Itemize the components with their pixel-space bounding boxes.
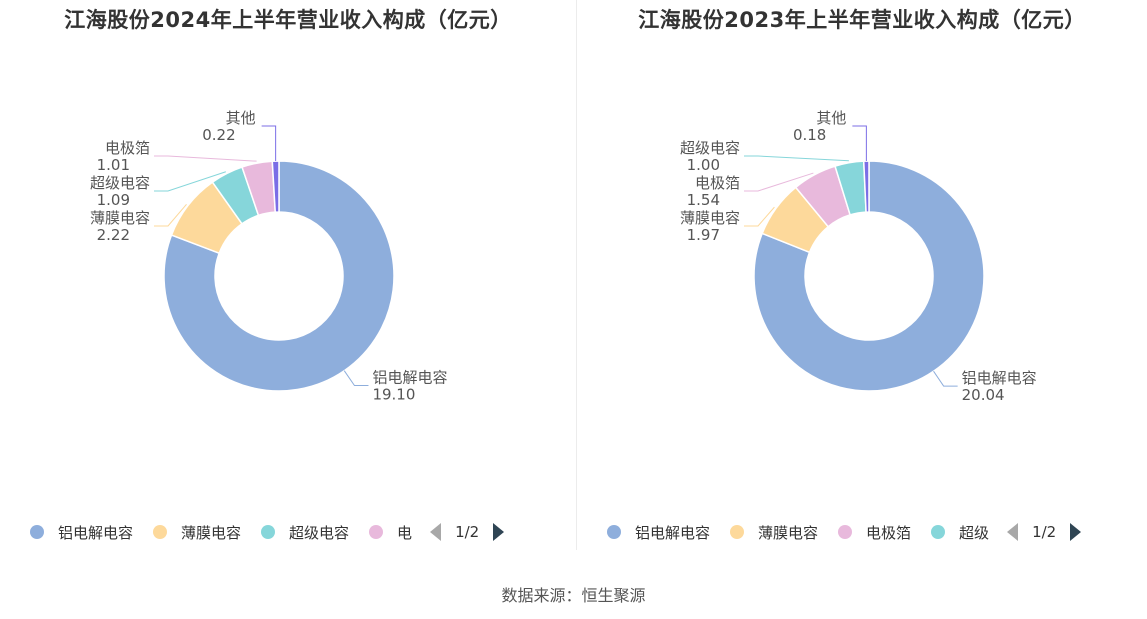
legend-dot — [369, 525, 384, 539]
label-leader-line — [852, 125, 867, 162]
donut-slice[interactable] — [271, 160, 280, 213]
data-source-note: 数据来源：恒生聚源 — [501, 586, 646, 605]
slice-category-label: 铝电解电容 — [372, 369, 447, 387]
legend-dot — [261, 525, 276, 539]
label-leader-line — [343, 370, 369, 387]
legend-item[interactable]: 铝电解电容 — [607, 522, 710, 543]
slice-category-label: 电极箔 — [695, 174, 740, 192]
chart-title: 江海股份2023年上半年营业收入构成（亿元） — [638, 8, 1086, 32]
slice-value-label: 1.00 — [687, 156, 720, 174]
legend-page-indicator: 1/2 — [1032, 523, 1057, 541]
legend-dot — [931, 525, 946, 539]
chart-panel-2024: 江海股份2024年上半年营业收入构成（亿元） 铝电解电容 19.10 薄膜电容 2.2… — [0, 0, 576, 550]
slice-value-label: 0.22 — [202, 126, 235, 144]
legend-pager: 1/2 — [1007, 523, 1082, 541]
label-leader-line — [744, 155, 849, 162]
slice-category-label: 其他 — [816, 109, 846, 127]
chart-panel-2023: 江海股份2023年上半年营业收入构成（亿元） 铝电解电容 20.04 薄膜电容 1.9… — [577, 0, 1147, 550]
legend-item[interactable]: 电 — [369, 522, 412, 543]
label-leader-line — [154, 204, 187, 227]
legend-label: 电极箔 — [866, 523, 912, 542]
slice-category-label: 其他 — [226, 109, 256, 127]
slice-value-label: 20.04 — [962, 386, 1005, 404]
prev-page-arrow-icon[interactable] — [430, 523, 442, 541]
legend-dot — [30, 525, 44, 539]
legend-label: 薄膜电容 — [758, 523, 819, 542]
legend: 铝电解电容 薄膜电容 电极箔 超级 1/2 — [607, 518, 1082, 546]
donut-slice[interactable] — [862, 160, 870, 213]
donut-slice[interactable] — [163, 160, 395, 392]
legend-dot — [838, 525, 853, 539]
legend-item[interactable]: 薄膜电容 — [730, 522, 818, 543]
legend-label: 超级 — [959, 523, 990, 542]
label-leader-line — [154, 155, 257, 162]
label-leader-line — [933, 370, 958, 387]
slice-category-label: 超级电容 — [90, 174, 150, 192]
slice-category-label: 电极箔 — [105, 139, 150, 157]
slice-value-label: 1.97 — [687, 226, 720, 244]
next-page-arrow-icon[interactable] — [1070, 523, 1082, 541]
slice-category-label: 薄膜电容 — [680, 209, 740, 227]
slice-category-label: 超级电容 — [680, 139, 740, 157]
legend-dot — [607, 525, 621, 539]
chart-title: 江海股份2024年上半年营业收入构成（亿元） — [64, 8, 512, 32]
legend-label: 薄膜电容 — [181, 523, 242, 542]
donut-slice[interactable] — [753, 160, 985, 392]
legend-label: 超级电容 — [289, 523, 350, 542]
slice-value-label: 1.54 — [687, 191, 720, 209]
label-leader-line — [744, 206, 775, 227]
legend-label: 铝电解电容 — [58, 523, 134, 542]
next-page-arrow-icon[interactable] — [493, 523, 505, 541]
legend-label: 铝电解电容 — [635, 523, 711, 542]
panel-divider — [576, 0, 577, 550]
legend-page-indicator: 1/2 — [455, 523, 480, 541]
legend-item[interactable]: 超级电容 — [261, 522, 349, 543]
legend-pager: 1/2 — [430, 523, 505, 541]
label-leader-line — [261, 125, 277, 162]
slice-value-label: 2.22 — [97, 226, 130, 244]
legend-item[interactable]: 电极箔 — [838, 522, 911, 543]
legend-item[interactable]: 铝电解电容 — [30, 522, 133, 543]
prev-page-arrow-icon[interactable] — [1007, 523, 1019, 541]
slice-value-label: 0.18 — [793, 126, 826, 144]
label-leader-line — [744, 172, 814, 192]
slice-value-label: 1.01 — [97, 156, 130, 174]
slice-category-label: 铝电解电容 — [962, 369, 1037, 387]
legend-label: 电 — [397, 523, 413, 542]
legend-dot — [153, 525, 168, 539]
slice-value-label: 1.09 — [97, 191, 130, 209]
slice-category-label: 薄膜电容 — [90, 209, 150, 227]
slice-value-label: 19.10 — [372, 386, 415, 404]
label-leader-line — [154, 171, 226, 192]
legend-item[interactable]: 薄膜电容 — [153, 522, 241, 543]
legend-dot — [730, 525, 745, 539]
legend: 铝电解电容 薄膜电容 超级电容 电 1/2 — [30, 518, 505, 546]
legend-item[interactable]: 超级 — [931, 522, 989, 543]
